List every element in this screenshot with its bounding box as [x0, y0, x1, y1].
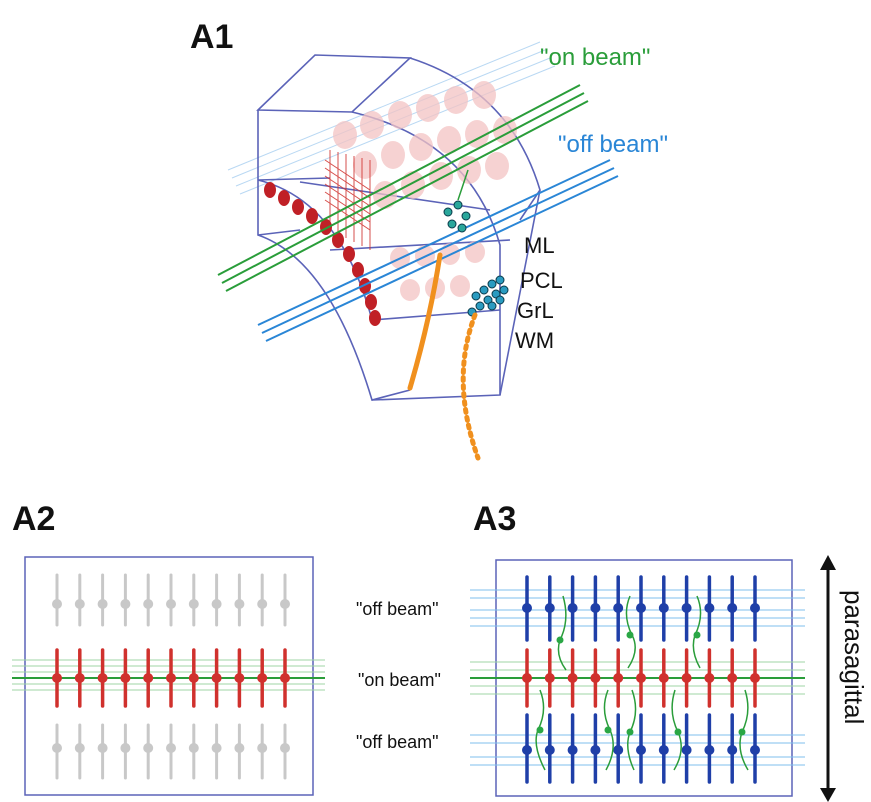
panel-label-a1: A1 — [190, 18, 233, 56]
a1-layer-pcl: PCL — [520, 268, 563, 293]
a3-purkinje-middle — [750, 648, 760, 708]
a2-purkinje-middle — [188, 648, 199, 708]
a2-purkinje-bottom — [257, 723, 268, 780]
a2-purkinje-top — [188, 573, 199, 627]
a3-purkinje-bottom — [522, 713, 532, 784]
a2-purkinje-bottom — [52, 723, 62, 780]
a1-layer-wm: WM — [515, 328, 554, 353]
a3-purkinje-bottom — [704, 713, 715, 784]
a3-purkinje-bottom — [658, 713, 669, 784]
a1-mossy-fiber — [407, 252, 443, 391]
a1-off-beam-fibers — [257, 159, 619, 342]
a3-purkinje-bottom — [727, 713, 738, 784]
a1-block-top — [256, 54, 412, 113]
a2-purkinje-middle — [120, 648, 131, 708]
a1-on-beam-label: "on beam" — [540, 44, 650, 71]
a3-purkinje-top — [727, 575, 738, 642]
a1-climbing-fiber — [460, 312, 481, 461]
a2-purkinje-middle — [257, 648, 268, 708]
a1-layer-grl: GrL — [517, 298, 554, 323]
a1-layer-ml: ML — [524, 233, 555, 258]
a3-purkinje-middle — [704, 648, 715, 708]
a2-purkinje-bottom — [120, 723, 131, 780]
a3-off-beam-bottom-label: "off beam" — [356, 732, 439, 752]
a3-purkinje-middle — [636, 648, 646, 708]
a3-golgi-somata — [536, 631, 746, 736]
a2-fibers-green — [12, 659, 325, 691]
a2-purkinje-bottom — [143, 723, 154, 780]
a2-purkinje-top — [120, 573, 131, 627]
parasagittal-label: parasagittal — [839, 590, 869, 724]
parasagittal-arrow — [820, 555, 836, 802]
a2-purkinje-top — [74, 573, 85, 627]
a3-purkinje-bottom — [681, 713, 692, 784]
a2-purkinje-middle — [211, 648, 222, 708]
a2-purkinje-columns — [52, 573, 290, 780]
a2-purkinje-top — [166, 573, 176, 627]
a3-purkinje-bottom — [567, 713, 578, 784]
a2-purkinje-middle — [166, 648, 176, 708]
a2-purkinje-bottom — [211, 723, 222, 780]
a2-purkinje-top — [52, 573, 62, 627]
a3-purkinje-top — [636, 575, 646, 642]
a2-purkinje-bottom — [166, 723, 176, 780]
a1-golgi-cell — [443, 200, 471, 233]
a3-purkinje-bottom — [544, 713, 555, 784]
a1-on-beam-fibers — [217, 84, 589, 292]
a1-granule-cluster — [467, 275, 509, 317]
a3-purkinje-top — [750, 575, 760, 642]
a2-purkinje-bottom — [74, 723, 85, 780]
a3-purkinje-middle — [590, 648, 601, 708]
a3-off-beam-top-label: "off beam" — [356, 599, 439, 619]
a3-purkinje-top — [681, 575, 692, 642]
a3-purkinje-middle — [567, 648, 578, 708]
a2-purkinje-bottom — [97, 723, 108, 780]
a3-purkinje-bottom — [613, 713, 624, 784]
a3-purkinje-top — [544, 575, 555, 642]
a2-purkinje-middle — [52, 648, 62, 708]
a3-purkinje-middle — [544, 648, 555, 708]
a3-on-beam-label: "on beam" — [358, 670, 441, 690]
a2-purkinje-bottom — [188, 723, 199, 780]
a2-frame — [24, 556, 314, 796]
a3-purkinje-bottom — [636, 713, 646, 784]
a3-purkinje-middle — [522, 648, 532, 708]
a3-purkinje-middle — [727, 648, 738, 708]
a3-purkinje-top — [704, 575, 715, 642]
a3-purkinje-middle — [658, 648, 669, 708]
a1-purkinje-somata-row — [264, 182, 381, 326]
a2-purkinje-top — [234, 573, 245, 627]
a2-purkinje-middle — [280, 648, 290, 708]
a3-purkinje-top — [590, 575, 601, 642]
a2-purkinje-middle — [143, 648, 154, 708]
a3-purkinje-top — [613, 575, 624, 642]
a3-purkinje-top — [658, 575, 669, 642]
a2-purkinje-middle — [74, 648, 85, 708]
a1-tissue-block — [256, 54, 541, 401]
a3-purkinje-columns — [522, 575, 760, 784]
panel-label-a2: A2 — [12, 500, 55, 538]
a2-purkinje-top — [97, 573, 108, 627]
panel-label-a3: A3 — [473, 500, 516, 538]
a2-purkinje-top — [257, 573, 268, 627]
a3-purkinje-middle — [613, 648, 624, 708]
a2-purkinje-bottom — [234, 723, 245, 780]
a2-purkinje-middle — [234, 648, 245, 708]
a3-purkinje-bottom — [750, 713, 760, 784]
a2-purkinje-top — [211, 573, 222, 627]
a1-off-beam-label: "off beam" — [558, 131, 668, 158]
a2-purkinje-top — [280, 573, 290, 627]
a3-purkinje-top — [567, 575, 578, 642]
a3-purkinje-top — [522, 575, 532, 642]
a2-purkinje-bottom — [280, 723, 290, 780]
a1-golgi-axon — [457, 169, 469, 201]
a3-purkinje-bottom — [590, 713, 601, 784]
a3-purkinje-middle — [681, 648, 692, 708]
a2-purkinje-top — [143, 573, 154, 627]
a2-purkinje-middle — [97, 648, 108, 708]
